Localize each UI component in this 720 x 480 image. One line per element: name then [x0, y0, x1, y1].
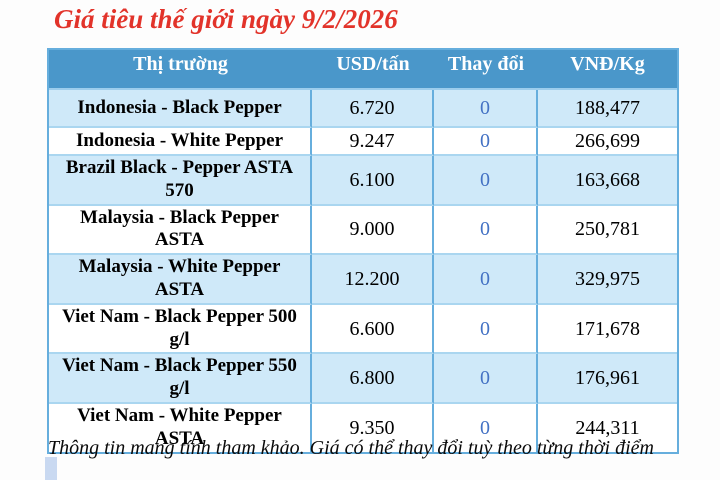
col-header-vnd: VNĐ/Kg [538, 50, 677, 90]
cell-usd: 9.000 [312, 205, 434, 256]
cell-change: 0 [434, 403, 538, 452]
header-row: Thị trường USD/tấn Thay đổi VNĐ/Kg [49, 50, 677, 90]
table-row: Brazil Black - Pepper ASTA 570 6.100 0 1… [49, 156, 677, 206]
cell-change: 0 [434, 156, 538, 206]
cell-usd: 9.350 [312, 403, 434, 452]
col-header-change: Thay đổi [434, 50, 538, 90]
cell-usd: 9.247 [312, 128, 434, 156]
col-header-usd: USD/tấn [312, 50, 434, 90]
cell-change: 0 [434, 90, 538, 128]
page-title: Giá tiêu thế giới ngày 9/2/2026 [54, 4, 398, 34]
cell-vnd: 244,311 [538, 403, 677, 452]
cell-vnd: 329,975 [538, 255, 677, 305]
price-table: Thị trường USD/tấn Thay đổi VNĐ/Kg Indon… [49, 50, 677, 452]
table-row: Viet Nam - Black Pepper 550 g/l 6.800 0 … [49, 354, 677, 404]
cell-market: Malaysia - Black Pepper ASTA [49, 205, 312, 256]
disclaimer-note: Thông tin mang tính tham khảo. Giá có th… [48, 437, 654, 459]
cell-market: Viet Nam - Black Pepper 550 g/l [49, 354, 312, 404]
cell-change: 0 [434, 255, 538, 305]
table-row: Viet Nam - White Pepper ASTA 9.350 0 244… [49, 403, 677, 452]
accent-bar [45, 457, 57, 480]
cell-vnd: 266,699 [538, 128, 677, 156]
cell-change: 0 [434, 205, 538, 256]
cell-market: Malaysia - White Pepper ASTA [49, 255, 312, 305]
cell-market: Viet Nam - Black Pepper 500 g/l [49, 304, 312, 355]
cell-vnd: 250,781 [538, 205, 677, 256]
cell-vnd: 171,678 [538, 304, 677, 355]
cell-usd: 12.200 [312, 255, 434, 305]
price-table-frame: Thị trường USD/tấn Thay đổi VNĐ/Kg Indon… [47, 48, 679, 454]
table-row: Viet Nam - Black Pepper 500 g/l 6.600 0 … [49, 304, 677, 355]
cell-market: Indonesia - White Pepper [49, 128, 312, 156]
cell-vnd: 163,668 [538, 156, 677, 206]
table-row: Indonesia - White Pepper 9.247 0 266,699 [49, 128, 677, 156]
cell-change: 0 [434, 128, 538, 156]
cell-market: Brazil Black - Pepper ASTA 570 [49, 156, 312, 206]
cell-usd: 6.600 [312, 304, 434, 355]
cell-vnd: 176,961 [538, 354, 677, 404]
cell-change: 0 [434, 304, 538, 355]
cell-change: 0 [434, 354, 538, 404]
cell-usd: 6.800 [312, 354, 434, 404]
table-row: Malaysia - Black Pepper ASTA 9.000 0 250… [49, 205, 677, 256]
col-header-market: Thị trường [49, 50, 312, 90]
table-row: Malaysia - White Pepper ASTA 12.200 0 32… [49, 255, 677, 305]
table-row: Indonesia - Black Pepper 6.720 0 188,477 [49, 90, 677, 128]
cell-market: Indonesia - Black Pepper [49, 90, 312, 128]
cell-usd: 6.720 [312, 90, 434, 128]
cell-usd: 6.100 [312, 156, 434, 206]
cell-market: Viet Nam - White Pepper ASTA [49, 403, 312, 452]
cell-vnd: 188,477 [538, 90, 677, 128]
